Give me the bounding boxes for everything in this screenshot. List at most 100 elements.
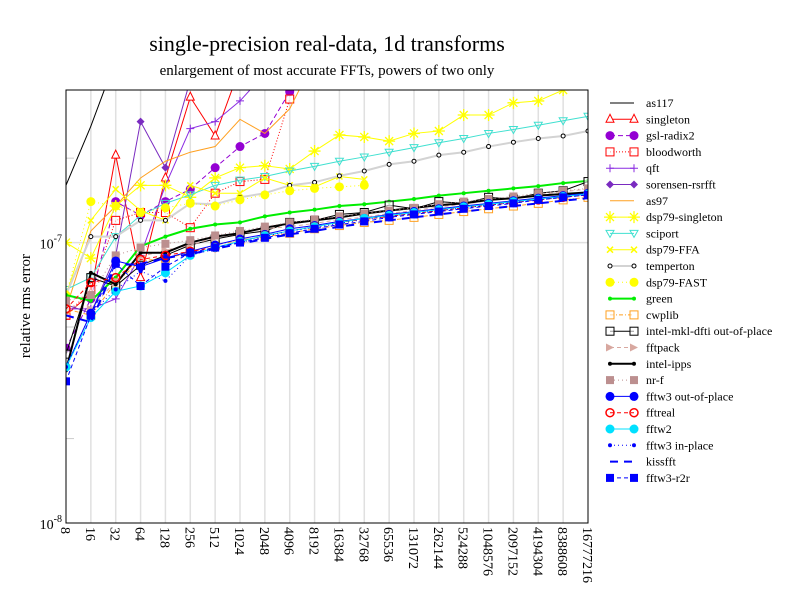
- series-singleton-marker: [261, 19, 269, 27]
- legend-marker: [604, 211, 616, 224]
- series-sciport-marker: [284, 167, 295, 176]
- series-line-green: [66, 179, 588, 302]
- series-fftw3-r2r-marker: [260, 233, 269, 242]
- series-fftw3-out-of-place-marker: [136, 262, 146, 272]
- x-tick-label: 128: [156, 527, 171, 548]
- series-qft-marker: [211, 117, 220, 126]
- x-tick-label: 8192: [306, 527, 321, 555]
- series-sciport-marker: [384, 148, 395, 158]
- series-sciport-marker: [533, 121, 544, 131]
- series-temperton-marker: [386, 161, 392, 167]
- series-singleton-marker: [185, 91, 196, 101]
- legend-label: fftw3 in-place: [646, 438, 713, 452]
- series-bloodworth-marker: [111, 215, 121, 225]
- y-tick-label: 10-8: [40, 514, 62, 533]
- legend-item-gsl-radix2: gsl-radix2: [605, 129, 695, 143]
- legend-label: as117: [646, 96, 674, 110]
- legend-item-fftw3-in-place: fftw3 in-place: [608, 438, 713, 452]
- x-axis: 8 16 32 64 128 256 512 1024 2048 4096 8192 16384 327…: [57, 527, 594, 583]
- series-dsp79-singleton-marker: [457, 109, 470, 122]
- series-green-marker: [238, 220, 242, 225]
- legend-marker: [629, 277, 639, 287]
- x-tick-label: 1024: [231, 527, 246, 555]
- series-dsp79-fast-marker: [136, 208, 146, 218]
- series-dsp79-fast-marker: [359, 180, 369, 190]
- legend-label: fftreal: [646, 406, 676, 420]
- series-dsp79-singleton-marker: [358, 130, 371, 143]
- series-green-marker: [486, 188, 491, 193]
- legend-label: cwplib: [646, 308, 679, 322]
- legend-item-cwplib: cwplib: [605, 308, 679, 322]
- legend-marker: [605, 326, 615, 336]
- series-dsp79-singleton-marker: [234, 161, 246, 174]
- legend-item-green: green: [608, 292, 673, 306]
- series-nr-f-marker: [434, 200, 443, 209]
- series-temperton-marker: [461, 149, 467, 155]
- series-temperton-marker: [411, 158, 417, 164]
- legend-marker: [629, 229, 639, 239]
- series-fftw3-r2r-marker: [111, 259, 120, 268]
- legend-marker: [608, 443, 612, 448]
- series-nr-f-marker: [66, 296, 70, 305]
- legend-label: fftw3 out-of-place: [646, 389, 733, 403]
- series-qft-marker: [111, 294, 120, 303]
- series-dsp79-fast-marker: [111, 201, 121, 211]
- legend-label: dsp79-FFA: [646, 243, 700, 257]
- series-nr-f-marker: [584, 184, 588, 193]
- series-dsp79-fast-marker: [235, 195, 245, 205]
- series-green-marker: [213, 222, 218, 227]
- legend-item-sciport: sciport: [605, 226, 679, 240]
- series-fftw3-r2r: [66, 190, 588, 386]
- y-axis: 10-8 10-7: [40, 234, 62, 533]
- series-sciport-marker: [483, 129, 494, 139]
- series-green-marker: [312, 207, 317, 212]
- series-sciport-marker: [409, 144, 419, 153]
- x-tick-label: 64: [132, 527, 147, 541]
- legend-label: kissfft: [646, 455, 676, 469]
- series-temperton-marker: [361, 168, 367, 174]
- series-temperton-marker: [312, 179, 318, 185]
- series-sciport: [66, 112, 588, 295]
- series-dsp79-fast-marker: [310, 183, 320, 193]
- x-tick-label: 8: [57, 527, 72, 534]
- legend-marker: [606, 473, 614, 482]
- legend-item-singleton: singleton: [605, 112, 690, 126]
- series-dsp79-singleton: [66, 90, 570, 265]
- series-dsp79-singleton-marker: [84, 252, 97, 265]
- series-dsp79-singleton-marker: [333, 128, 346, 141]
- series-sciport-marker: [433, 139, 444, 148]
- legend-marker: [630, 473, 638, 482]
- series-line-sciport: [66, 115, 588, 290]
- series-dsp79-singleton-marker: [308, 145, 321, 158]
- series-sciport-marker: [334, 157, 345, 167]
- legend-item-intel-ipps: intel-ipps: [608, 357, 692, 371]
- series-dsp79-fast-marker: [185, 198, 195, 208]
- x-tick-label: 2097152: [504, 527, 519, 576]
- series-fftw3-r2r-marker: [285, 229, 294, 238]
- series-fftw3-r2r-marker: [385, 213, 394, 222]
- series-green-marker: [88, 298, 93, 303]
- series-fftw3-r2r-marker: [161, 262, 170, 271]
- legend-marker: [629, 310, 639, 320]
- series-temperton-marker: [436, 152, 442, 158]
- series-gsl-radix2-marker: [210, 163, 220, 173]
- series-temperton-marker: [510, 139, 516, 145]
- legend-marker: [608, 296, 612, 301]
- legend-label: green: [646, 292, 673, 306]
- series-sciport-marker: [185, 191, 196, 200]
- grid: [66, 90, 588, 523]
- legend-marker: [605, 310, 615, 320]
- series-dsp79-fast-marker: [260, 190, 270, 200]
- legend-label: intel-ipps: [646, 357, 692, 371]
- legend-marker: [606, 246, 614, 254]
- legend-marker: [632, 443, 636, 448]
- series-singleton-marker: [110, 149, 121, 159]
- x-tick-label: 4096: [281, 527, 296, 555]
- series-dsp79-singleton-marker: [482, 109, 495, 122]
- legend-marker: [606, 164, 614, 173]
- series-green-marker: [362, 202, 367, 207]
- legend-item-fftw2: fftw2: [605, 422, 672, 436]
- series-as97: [66, 90, 300, 310]
- legend-item-intel-mkl-dfti-out-of-place: intel-mkl-dfti out-of-place: [605, 324, 772, 338]
- legend-marker: [629, 391, 639, 401]
